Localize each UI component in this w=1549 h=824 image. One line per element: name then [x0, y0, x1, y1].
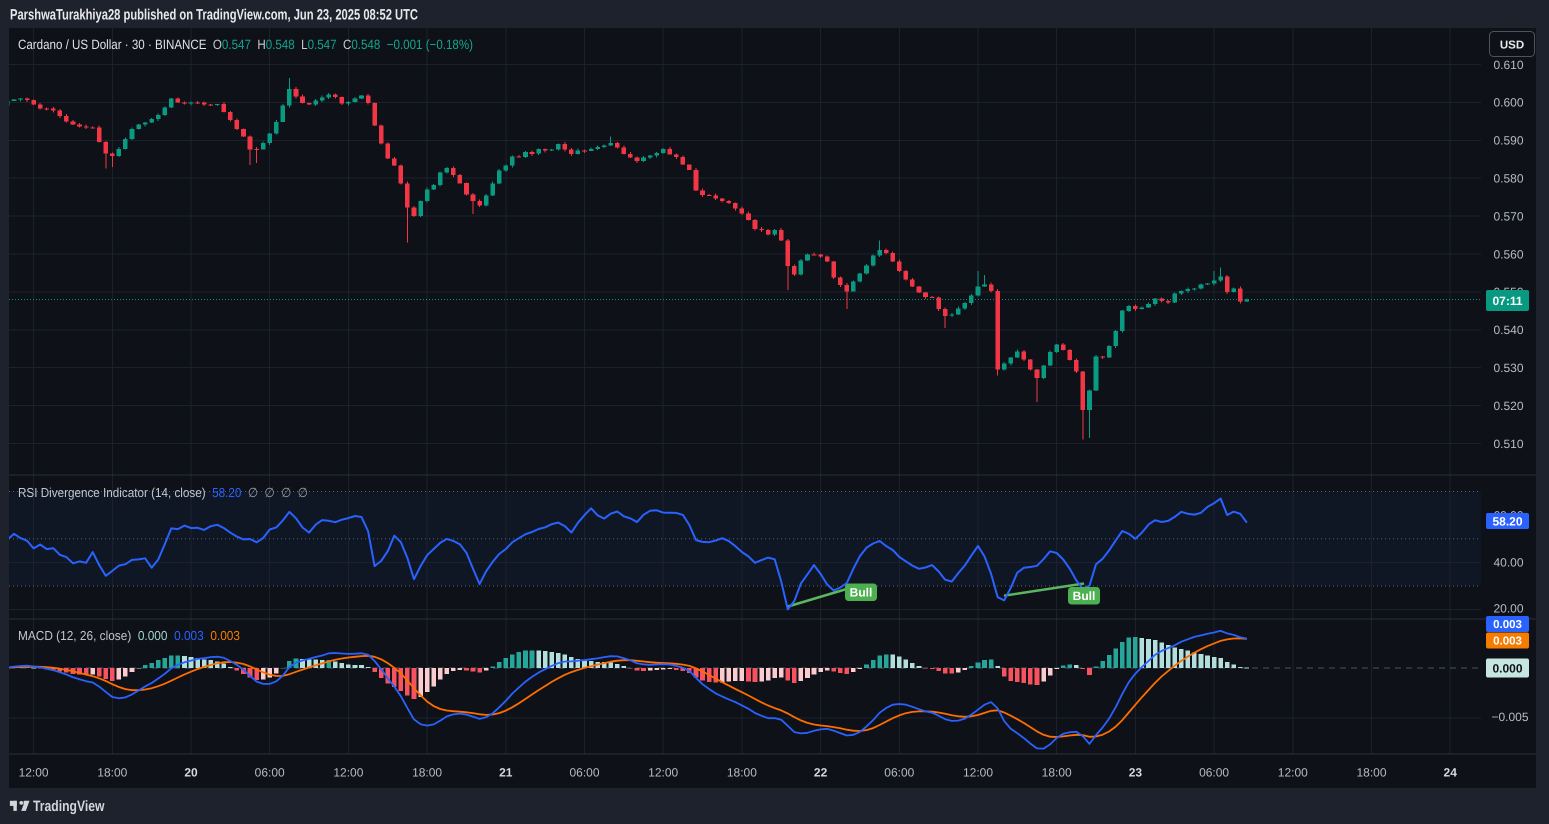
svg-text:06:00: 06:00: [884, 765, 914, 779]
svg-text:Bull: Bull: [850, 586, 873, 600]
svg-text:USD: USD: [1500, 39, 1524, 51]
svg-text:18:00: 18:00: [727, 765, 757, 779]
svg-text:20.00: 20.00: [1493, 601, 1523, 615]
svg-text:18:00: 18:00: [1356, 765, 1386, 779]
svg-text:20: 20: [184, 765, 198, 779]
svg-text:12:00: 12:00: [1278, 765, 1308, 779]
svg-text:Cardano / US Dollar · 30 · BIN: Cardano / US Dollar · 30 · BINANCE O0.54…: [18, 37, 473, 52]
svg-text:0.560: 0.560: [1493, 247, 1523, 261]
svg-text:Bull: Bull: [1073, 589, 1096, 603]
svg-text:ParshwaTurakhiya28 published o: ParshwaTurakhiya28 published on TradingV…: [10, 7, 418, 24]
svg-text:24: 24: [1444, 765, 1458, 779]
svg-text:MACD (12, 26, close) 0.000 0: MACD (12, 26, close) 0.000 0.003 0.003: [18, 628, 240, 643]
svg-text:0.570: 0.570: [1493, 209, 1523, 223]
svg-text:06:00: 06:00: [1199, 765, 1229, 779]
svg-text:40.00: 40.00: [1493, 556, 1523, 570]
svg-text:0.003: 0.003: [1493, 636, 1522, 648]
svg-text:06:00: 06:00: [569, 765, 599, 779]
svg-text:18:00: 18:00: [1042, 765, 1072, 779]
svg-text:23: 23: [1129, 765, 1143, 779]
svg-text:06:00: 06:00: [255, 765, 285, 779]
svg-text:TradingView: TradingView: [33, 798, 105, 815]
svg-text:18:00: 18:00: [97, 765, 127, 779]
svg-text:0.003: 0.003: [1493, 619, 1522, 631]
svg-text:22: 22: [814, 765, 828, 779]
svg-text:18:00: 18:00: [412, 765, 442, 779]
svg-text:0.590: 0.590: [1493, 134, 1523, 148]
svg-text:12:00: 12:00: [648, 765, 678, 779]
svg-text:58.20: 58.20: [1492, 514, 1522, 528]
svg-text:12:00: 12:00: [19, 765, 49, 779]
svg-text:21: 21: [499, 765, 513, 779]
svg-text:0.610: 0.610: [1493, 58, 1523, 72]
svg-text:0.000: 0.000: [1492, 661, 1522, 675]
svg-text:0.540: 0.540: [1493, 323, 1523, 337]
svg-text:12:00: 12:00: [333, 765, 363, 779]
svg-text:07:11: 07:11: [1492, 294, 1522, 308]
svg-text:RSI Divergence Indicator (14,: RSI Divergence Indicator (14, close) 58.…: [18, 485, 308, 500]
svg-text:0.520: 0.520: [1493, 399, 1523, 413]
svg-text:0.530: 0.530: [1493, 361, 1523, 375]
svg-text:12:00: 12:00: [963, 765, 993, 779]
svg-text:0.580: 0.580: [1493, 172, 1523, 186]
svg-text:0.600: 0.600: [1493, 96, 1523, 110]
svg-text:−0.005: −0.005: [1491, 710, 1528, 724]
svg-text:0.510: 0.510: [1493, 437, 1523, 451]
